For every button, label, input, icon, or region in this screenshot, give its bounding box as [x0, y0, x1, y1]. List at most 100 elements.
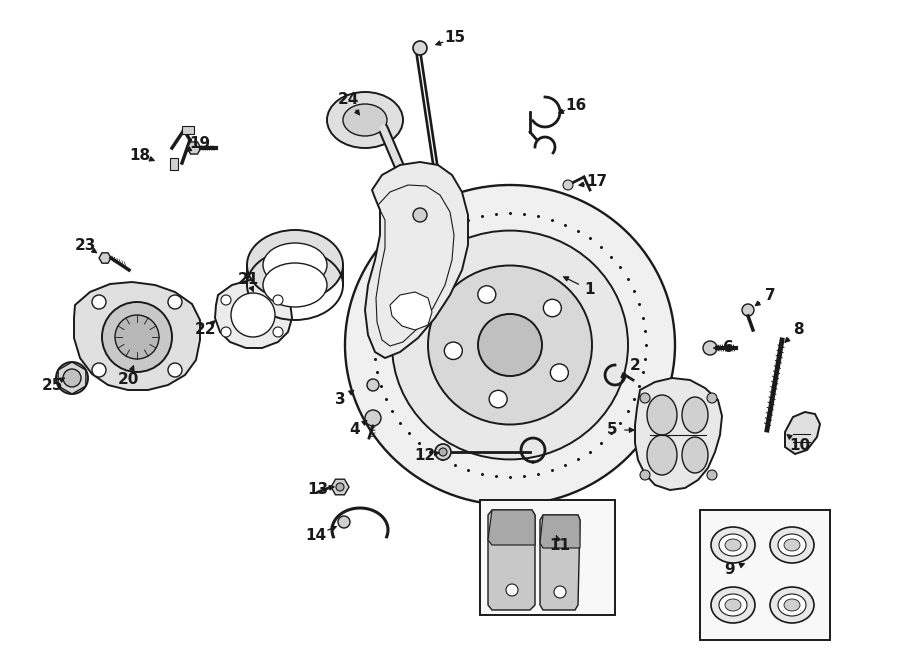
Ellipse shape — [544, 299, 562, 316]
Ellipse shape — [778, 594, 806, 616]
Circle shape — [221, 295, 231, 305]
Ellipse shape — [392, 230, 628, 459]
Text: 5: 5 — [607, 422, 617, 438]
Ellipse shape — [725, 539, 741, 551]
Text: 6: 6 — [723, 340, 734, 355]
Circle shape — [273, 295, 283, 305]
Circle shape — [221, 327, 231, 337]
Ellipse shape — [647, 395, 677, 435]
Polygon shape — [331, 479, 349, 495]
Ellipse shape — [263, 243, 327, 287]
Circle shape — [439, 224, 455, 240]
Circle shape — [92, 363, 106, 377]
Circle shape — [168, 363, 182, 377]
Ellipse shape — [327, 92, 403, 148]
Text: 9: 9 — [724, 563, 735, 577]
Text: 16: 16 — [565, 97, 587, 113]
Circle shape — [63, 369, 81, 387]
Bar — [700, 510, 830, 640]
Polygon shape — [215, 280, 292, 348]
Circle shape — [273, 327, 283, 337]
Polygon shape — [390, 292, 432, 330]
Text: 25: 25 — [41, 377, 63, 393]
Ellipse shape — [231, 293, 275, 337]
Polygon shape — [74, 282, 200, 390]
Ellipse shape — [551, 364, 569, 381]
Ellipse shape — [428, 265, 592, 424]
Text: 18: 18 — [130, 148, 150, 162]
Polygon shape — [488, 510, 535, 610]
Circle shape — [92, 295, 106, 309]
Circle shape — [435, 444, 451, 460]
Text: 14: 14 — [305, 528, 327, 542]
Ellipse shape — [345, 185, 675, 505]
Circle shape — [439, 448, 447, 456]
Circle shape — [563, 180, 573, 190]
Polygon shape — [635, 378, 722, 490]
Circle shape — [742, 304, 754, 316]
Text: 13: 13 — [308, 483, 328, 498]
Text: 19: 19 — [189, 136, 211, 150]
Ellipse shape — [247, 230, 343, 300]
Text: 3: 3 — [335, 393, 346, 408]
Polygon shape — [785, 412, 820, 454]
Text: 24: 24 — [338, 93, 359, 107]
Text: 21: 21 — [238, 273, 258, 287]
Text: 23: 23 — [75, 238, 95, 252]
Ellipse shape — [770, 527, 814, 563]
Ellipse shape — [489, 391, 507, 408]
Polygon shape — [187, 142, 201, 154]
Ellipse shape — [102, 302, 172, 372]
Text: 20: 20 — [117, 373, 139, 387]
Ellipse shape — [784, 539, 800, 551]
Ellipse shape — [478, 286, 496, 303]
Text: 22: 22 — [194, 322, 216, 338]
Circle shape — [506, 584, 518, 596]
Ellipse shape — [711, 527, 755, 563]
Ellipse shape — [343, 104, 387, 136]
Polygon shape — [99, 253, 111, 263]
Bar — [170, 158, 178, 170]
Ellipse shape — [778, 534, 806, 556]
Text: 8: 8 — [793, 322, 804, 338]
Polygon shape — [540, 515, 580, 610]
Ellipse shape — [682, 397, 708, 433]
Circle shape — [413, 208, 427, 222]
Ellipse shape — [682, 437, 708, 473]
Ellipse shape — [725, 599, 741, 611]
Ellipse shape — [478, 314, 542, 376]
Ellipse shape — [445, 342, 463, 359]
Circle shape — [338, 516, 350, 528]
Ellipse shape — [719, 594, 747, 616]
Circle shape — [413, 41, 427, 55]
Ellipse shape — [647, 435, 677, 475]
Circle shape — [367, 379, 379, 391]
Polygon shape — [365, 162, 468, 358]
Ellipse shape — [770, 587, 814, 623]
Circle shape — [640, 470, 650, 480]
Ellipse shape — [784, 599, 800, 611]
Text: 12: 12 — [414, 448, 436, 463]
Text: 10: 10 — [789, 438, 811, 453]
Text: 17: 17 — [587, 175, 608, 189]
Ellipse shape — [115, 315, 159, 359]
Polygon shape — [540, 515, 580, 548]
Circle shape — [554, 586, 566, 598]
Ellipse shape — [711, 587, 755, 623]
Circle shape — [365, 410, 381, 426]
Ellipse shape — [263, 263, 327, 307]
Text: 1: 1 — [585, 283, 595, 297]
Bar — [480, 500, 615, 615]
Text: 15: 15 — [445, 30, 465, 46]
Circle shape — [640, 393, 650, 403]
Circle shape — [56, 362, 88, 394]
Circle shape — [703, 341, 717, 355]
Text: 7: 7 — [765, 287, 775, 303]
Text: 4: 4 — [350, 422, 360, 438]
Circle shape — [707, 393, 717, 403]
Circle shape — [336, 483, 344, 491]
Ellipse shape — [719, 534, 747, 556]
Circle shape — [168, 295, 182, 309]
Circle shape — [707, 470, 717, 480]
Polygon shape — [488, 510, 535, 545]
